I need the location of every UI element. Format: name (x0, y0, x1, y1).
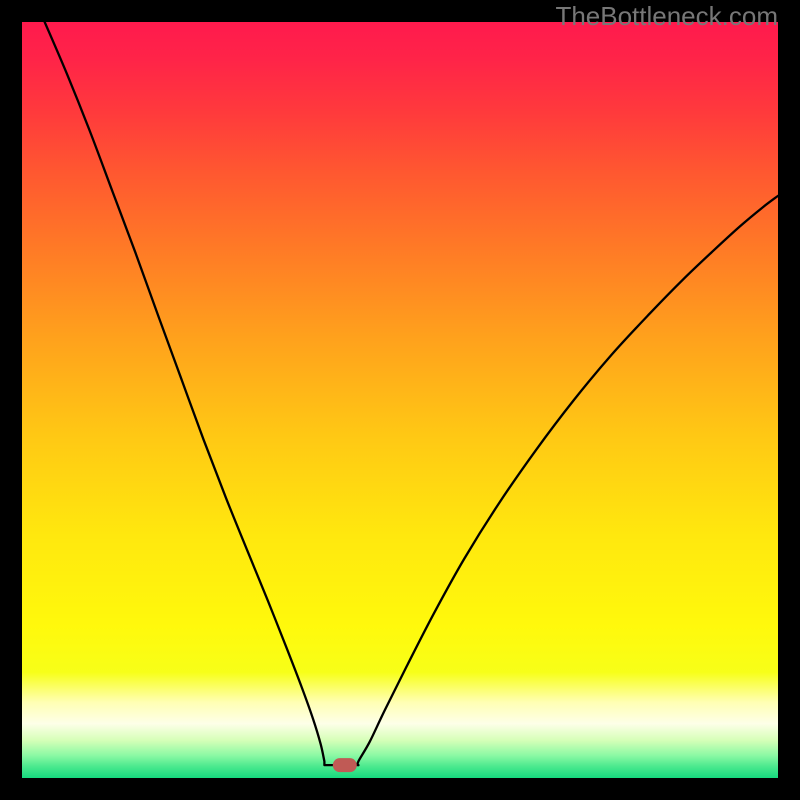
curve-right-branch (358, 196, 778, 765)
chart-plot-area (22, 22, 778, 778)
bottleneck-curve (22, 22, 778, 778)
watermark-text: TheBottleneck.com (555, 1, 778, 32)
curve-left-branch (45, 22, 359, 765)
optimal-point-marker (333, 758, 357, 772)
